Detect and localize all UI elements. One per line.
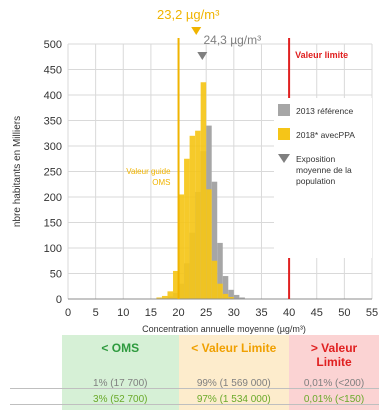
bar-2018 xyxy=(184,158,190,299)
zone-label: < OMS xyxy=(101,341,140,355)
bar-2013 xyxy=(211,181,218,299)
zone-row-2013: 1% (17 700) xyxy=(93,378,148,389)
x-tick-label: 0 xyxy=(65,307,71,319)
mean-2013-marker xyxy=(197,52,208,60)
mean-2018-marker xyxy=(191,27,202,35)
y-tick-label: 350 xyxy=(44,116,62,128)
x-tick-label: 30 xyxy=(228,307,240,319)
zone-row-2018: 0,01% (<150) xyxy=(303,394,365,405)
mean-2018-label: 23,2 µg/m³ xyxy=(157,7,220,22)
bar-2018 xyxy=(195,130,201,299)
bar-2018 xyxy=(161,295,168,299)
zone-row-2018: 3% (52 700) xyxy=(93,394,148,405)
bar-2013 xyxy=(217,242,223,299)
bar-2013 xyxy=(233,294,240,299)
y-axis-label: nbre habitants en Milliers xyxy=(12,116,23,227)
x-tick-label: 45 xyxy=(311,307,323,319)
x-tick-label: 55 xyxy=(366,307,378,319)
zone-row-2013: 0,01% (<200) xyxy=(303,378,365,389)
zone-row-2013: 99% (1 569 000) xyxy=(196,378,271,389)
table-separator xyxy=(10,404,379,405)
legend-swatch xyxy=(278,128,290,140)
bar-2018 xyxy=(173,270,179,299)
y-tick-label: 100 xyxy=(44,243,62,255)
x-tick-label: 5 xyxy=(93,307,99,319)
legend-entry: 2018* avecPPA xyxy=(296,130,355,140)
y-tick-label: 0 xyxy=(56,294,62,306)
zone-1: < Valeur Limite 99% (1 569 000) 97% (1 534… xyxy=(178,335,290,410)
bar-2013 xyxy=(228,289,234,299)
y-tick-label: 150 xyxy=(44,218,62,230)
x-tick-label: 40 xyxy=(283,307,295,319)
legend-exposure-marker xyxy=(278,154,290,163)
bar-2018 xyxy=(222,293,229,299)
y-tick-label: 300 xyxy=(44,141,62,153)
y-tick-label: 50 xyxy=(50,269,62,281)
bar-2013 xyxy=(222,276,229,299)
y-tick-label: 200 xyxy=(44,192,62,204)
legend-entry: 2013 référence xyxy=(296,106,353,116)
bar-2018 xyxy=(217,283,223,299)
bar-2013 xyxy=(239,297,245,299)
y-tick-label: 250 xyxy=(44,167,62,179)
legend-exposure-label: Exposition moyenne de la population xyxy=(296,154,352,186)
legend: 2013 référence 2018* avecPPA Exposition moy… xyxy=(274,98,372,258)
y-tick-label: 500 xyxy=(44,39,62,51)
table-separator xyxy=(10,388,379,389)
bar-2018 xyxy=(206,189,212,299)
zone-0: < OMS 1% (17 700) 3% (52 700) xyxy=(62,335,179,410)
zone-label: > Valeur Limite xyxy=(310,341,358,369)
y-tick-label: 400 xyxy=(44,90,62,102)
bars xyxy=(156,82,245,299)
legend-swatch xyxy=(278,104,290,116)
zone-row-2018: 97% (1 534 000) xyxy=(196,394,271,405)
mean-2013-label: 24,3 µg/m³ xyxy=(204,33,262,47)
x-tick-label: 50 xyxy=(338,307,350,319)
x-tick-label: 15 xyxy=(145,307,157,319)
x-tick-label: 35 xyxy=(255,307,267,319)
bar-2018 xyxy=(167,291,174,299)
bar-2018 xyxy=(211,260,218,299)
y-tick-label: 450 xyxy=(44,65,62,77)
bar-2018 xyxy=(178,194,185,299)
x-tick-label: 25 xyxy=(200,307,212,319)
zone-label: < Valeur Limite xyxy=(191,341,277,355)
zone-2: > Valeur Limite 0,01% (<200) 0,01% (<150) xyxy=(289,335,379,410)
bar-2018 xyxy=(189,135,196,299)
x-tick-label: 10 xyxy=(117,307,129,319)
bar-2018 xyxy=(156,297,162,299)
limit-value-label: Valeur limite xyxy=(295,50,348,60)
legend-background xyxy=(274,98,372,258)
x-axis-label: Concentration annuelle moyenne (µg/m³) xyxy=(142,324,306,334)
bar-2018 xyxy=(200,82,207,299)
x-tick-label: 20 xyxy=(172,307,184,319)
axes: 0 50 100 150 200 250 300 350 400 450 500 0 5 10 15 20 25… xyxy=(12,39,378,334)
bar-2018 xyxy=(228,296,234,299)
oms-guide-label: Valeur guide OMS xyxy=(126,167,171,187)
